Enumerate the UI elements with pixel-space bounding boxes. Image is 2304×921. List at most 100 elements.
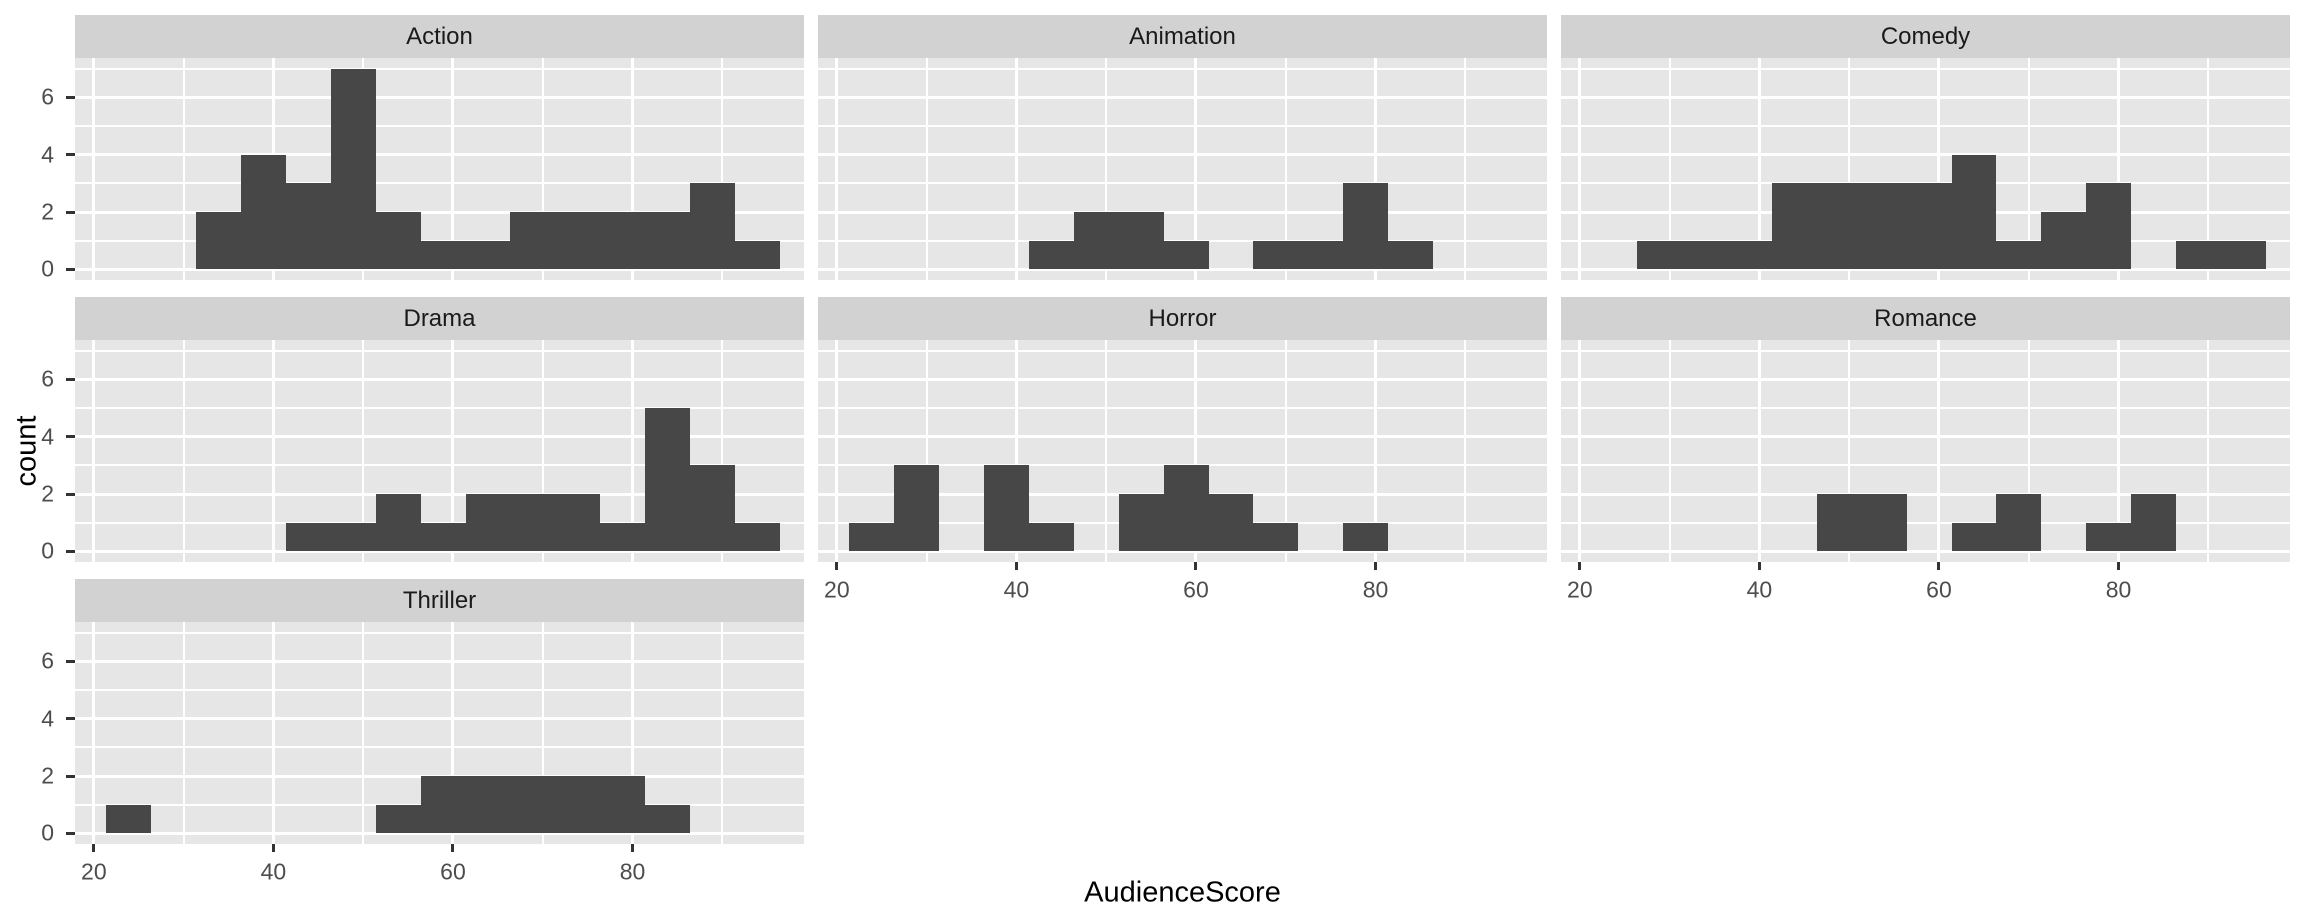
x-tick-mark xyxy=(835,562,839,570)
gridline-x-major xyxy=(1374,58,1378,280)
gridline-x-minor xyxy=(721,58,724,280)
histogram-bar xyxy=(1343,522,1389,552)
gridline-y-major xyxy=(1561,435,2290,439)
facet-panel-animation xyxy=(818,58,1547,280)
histogram-bar xyxy=(555,212,601,270)
gridline-x-major xyxy=(1937,340,1941,562)
gridline-x-major xyxy=(2117,340,2121,562)
gridline-x-minor xyxy=(2027,58,2030,280)
gridline-x-major xyxy=(1757,340,1761,562)
histogram-bar xyxy=(734,522,780,552)
gridline-y-major xyxy=(818,377,1547,381)
y-tick-mark xyxy=(66,549,75,553)
y-tick-mark xyxy=(66,95,75,99)
gridline-y-minor xyxy=(818,182,1547,185)
histogram-bar xyxy=(734,240,780,270)
histogram-bar xyxy=(1118,494,1164,552)
gridline-x-minor xyxy=(541,622,544,844)
gridline-y-major xyxy=(1561,549,2290,553)
x-tick-label: 20 xyxy=(81,858,107,885)
gridline-y-minor xyxy=(818,124,1547,127)
gridline-y-major xyxy=(1561,267,2290,271)
gridline-x-minor xyxy=(1464,340,1467,562)
histogram-bar xyxy=(600,776,646,834)
x-tick-mark xyxy=(1374,562,1378,570)
gridline-y-major xyxy=(75,377,804,381)
histogram-bar xyxy=(1771,183,1817,270)
gridline-x-minor xyxy=(362,622,365,844)
gridline-y-minor xyxy=(1561,349,2290,352)
gridline-x-minor xyxy=(182,622,185,844)
facet-strip-horror: Horror xyxy=(818,297,1547,340)
x-tick-label: 60 xyxy=(1926,576,1952,603)
facet-panel-horror xyxy=(818,340,1547,562)
histogram-bar xyxy=(196,212,242,270)
x-tick-label: 80 xyxy=(619,858,646,885)
x-tick-label: 40 xyxy=(260,858,287,885)
gridline-y-minor xyxy=(1561,67,2290,70)
gridline-x-minor xyxy=(541,58,544,280)
y-tick-mark xyxy=(66,377,75,381)
x-tick-label: 20 xyxy=(1567,576,1593,603)
x-tick-label: 60 xyxy=(440,858,466,885)
y-tick-label: 4 xyxy=(41,141,54,168)
y-tick-mark xyxy=(66,435,75,439)
gridline-y-minor xyxy=(75,67,804,70)
histogram-bar xyxy=(555,776,601,834)
gridline-y-minor xyxy=(75,406,804,409)
y-tick-mark xyxy=(66,774,75,778)
gridline-y-major xyxy=(818,267,1547,271)
histogram-bar xyxy=(420,240,466,270)
gridline-x-minor xyxy=(2027,340,2030,562)
gridline-y-minor xyxy=(75,124,804,127)
histogram-bar xyxy=(1637,240,1683,270)
gridline-x-minor xyxy=(1105,58,1108,280)
gridline-x-minor xyxy=(362,340,365,562)
gridline-x-minor xyxy=(1284,58,1287,280)
histogram-bar xyxy=(2086,522,2132,552)
gridline-x-major xyxy=(92,58,96,280)
y-tick-label: 0 xyxy=(41,255,54,282)
y-tick-label: 6 xyxy=(41,365,54,392)
facet-panel-romance xyxy=(1561,340,2290,562)
gridline-y-major xyxy=(75,435,804,439)
histogram-bar xyxy=(1816,494,1862,552)
histogram-bar xyxy=(1996,240,2042,270)
gridline-y-minor xyxy=(75,631,804,634)
gridline-y-major xyxy=(75,492,804,496)
y-tick-label: 2 xyxy=(41,762,54,789)
y-tick-label: 0 xyxy=(41,819,54,846)
gridline-x-minor xyxy=(1668,340,1671,562)
facet-strip-action: Action xyxy=(75,15,804,58)
gridline-y-major xyxy=(75,831,804,835)
gridline-y-major xyxy=(75,95,804,99)
facet-strip-animation: Animation xyxy=(818,15,1547,58)
gridline-y-major xyxy=(75,659,804,663)
histogram-bar xyxy=(420,776,466,834)
gridline-y-major xyxy=(1561,492,2290,496)
gridline-x-minor xyxy=(721,622,724,844)
histogram-bar xyxy=(510,776,556,834)
gridline-x-minor xyxy=(1848,58,1851,280)
histogram-bar xyxy=(420,522,466,552)
x-tick-label: 80 xyxy=(1362,576,1389,603)
gridline-x-major xyxy=(631,340,635,562)
gridline-x-major xyxy=(1578,58,1582,280)
x-tick-mark xyxy=(1578,562,1582,570)
gridline-x-major xyxy=(271,340,275,562)
histogram-bar xyxy=(510,212,556,270)
facet-label: Romance xyxy=(1874,304,1977,332)
histogram-bar xyxy=(894,465,940,552)
y-tick-label: 6 xyxy=(41,647,54,674)
histogram-bar xyxy=(375,212,421,270)
histogram-bar xyxy=(1253,240,1299,270)
gridline-y-major xyxy=(1561,153,2290,157)
y-tick-mark xyxy=(66,210,75,214)
histogram-bar xyxy=(1906,183,1952,270)
gridline-y-major xyxy=(818,435,1547,439)
histogram-bar xyxy=(241,154,286,270)
gridline-x-major xyxy=(631,58,635,280)
facet-strip-romance: Romance xyxy=(1561,297,2290,340)
gridline-x-minor xyxy=(2207,58,2210,280)
facet-label: Action xyxy=(406,22,473,50)
